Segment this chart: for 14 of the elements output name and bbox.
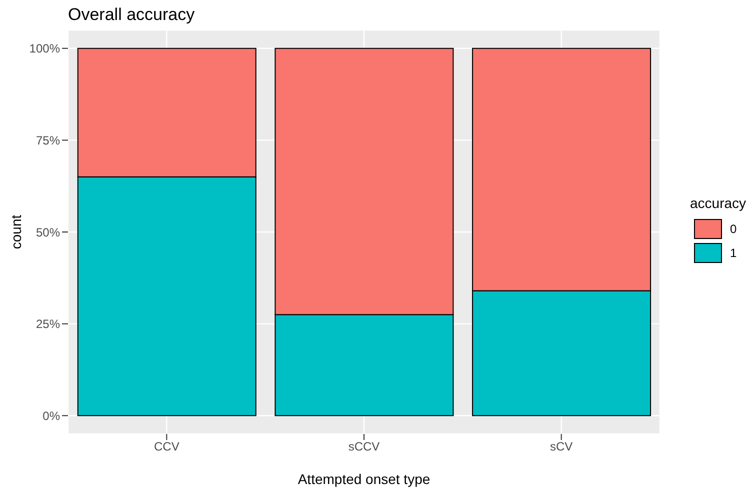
- y-axis-title: count: [8, 214, 24, 250]
- chart-title: Overall accuracy: [68, 5, 195, 25]
- y-tick-label: 0%: [42, 408, 60, 423]
- y-tick-label: 75%: [36, 133, 60, 148]
- y-tick-label: 25%: [36, 317, 60, 332]
- y-tick-label: 100%: [29, 42, 60, 56]
- x-axis-title: Attempted onset type: [298, 471, 430, 487]
- x-tick-label: CCV: [154, 440, 180, 454]
- x-tick-label: sCV: [550, 440, 573, 454]
- legend-title: accuracy: [690, 195, 746, 211]
- x-tick-label: sCCV: [348, 440, 380, 454]
- y-tick-label: 50%: [36, 225, 60, 240]
- legend-label: 0: [730, 222, 737, 236]
- legend-label: 1: [730, 246, 737, 260]
